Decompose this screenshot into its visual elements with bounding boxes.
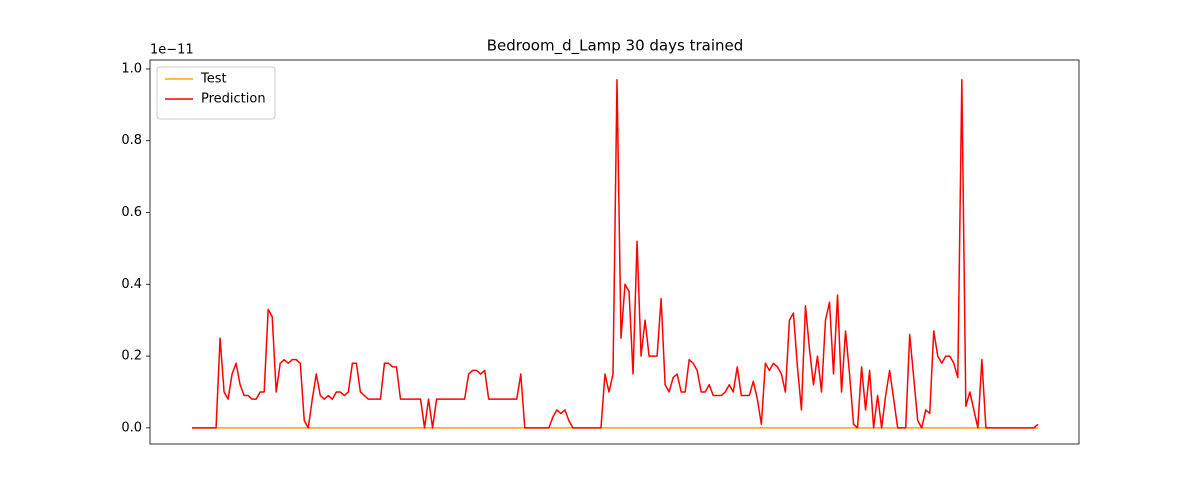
- y-tick-label: 0.0: [121, 420, 142, 435]
- y-tick-label: 0.8: [121, 133, 142, 148]
- data-line: [192, 78, 1039, 429]
- axes-frame: [149, 59, 1080, 445]
- y-offset-label: 1e−11: [150, 43, 194, 58]
- legend-box: [156, 66, 276, 120]
- legend-label: Test: [200, 72, 227, 87]
- y-tick-label: 0.2: [121, 349, 142, 364]
- y-tick-label: 1.0: [121, 61, 142, 76]
- y-tick-label: 0.6: [121, 205, 142, 220]
- y-tick-label: 0.4: [121, 277, 142, 292]
- chart-title: Bedroom_d_Lamp 30 days trained: [487, 37, 744, 56]
- legend-label: Prediction: [201, 92, 266, 107]
